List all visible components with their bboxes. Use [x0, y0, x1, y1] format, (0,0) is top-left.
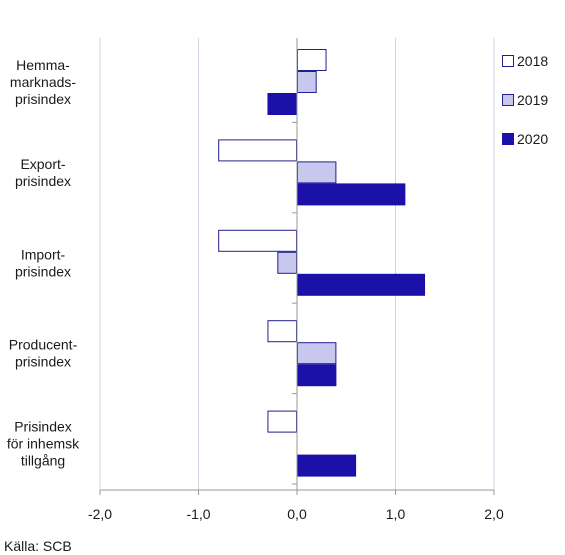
category-label-1: Export-prisindex — [15, 156, 71, 189]
legend-label-2019: 2019 — [517, 92, 548, 108]
bar-2020-0 — [267, 93, 298, 115]
bar-2020-4 — [297, 454, 357, 477]
bar-2019-0 — [297, 71, 317, 93]
bar-2019-1 — [297, 161, 337, 184]
x-tick-label-1: -1,0 — [186, 506, 210, 522]
source-label: Källa: SCB — [4, 538, 72, 554]
x-tick-label-2: 0,0 — [287, 506, 307, 522]
bar-2018-2 — [218, 229, 297, 252]
legend-label-2020: 2020 — [517, 131, 548, 147]
bar-2020-3 — [297, 364, 337, 387]
bar-2018-0 — [297, 49, 327, 71]
bar-2020-1 — [297, 183, 406, 206]
category-labels: Hemma-marknads-prisindex Export-prisindex… — [7, 57, 80, 469]
legend-swatch-2018 — [502, 55, 514, 67]
bars — [218, 49, 426, 477]
bar-2020-2 — [297, 273, 426, 296]
category-label-2: Import-prisindex — [15, 246, 71, 279]
x-axis: -2,0 -1,0 0,0 1,0 2,0 — [88, 38, 504, 522]
bar-2018-1 — [218, 139, 297, 162]
x-tick-label-3: 1,0 — [386, 506, 406, 522]
category-label-0: Hemma-marknads-prisindex — [10, 57, 76, 107]
bar-2019-2 — [277, 251, 297, 274]
category-label-4: Prisindex för inhemsk tillgång — [7, 419, 80, 469]
bar-2018-4 — [267, 410, 298, 433]
x-tick-label-0: -2,0 — [88, 506, 112, 522]
bar-2019-3 — [297, 342, 337, 365]
legend-swatch-2020 — [502, 133, 514, 145]
legend: 2018 2019 2020 — [502, 53, 548, 147]
legend-swatch-2019 — [502, 94, 514, 106]
x-tick-label-4: 2,0 — [484, 506, 504, 522]
legend-label-2018: 2018 — [517, 53, 548, 69]
gridlines — [99, 38, 495, 490]
bar-2018-3 — [267, 320, 298, 343]
category-label-3: Producent-prisindex — [9, 337, 78, 370]
